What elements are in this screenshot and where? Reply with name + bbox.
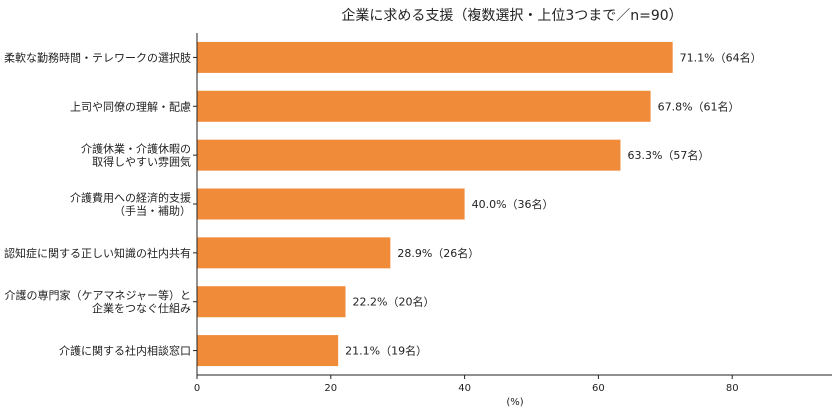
bar-2	[197, 139, 621, 171]
x-axis-label: (%)	[506, 397, 523, 408]
bar-value-label-2: 63.3%（57名）	[627, 148, 709, 162]
category-label-6: 介護に関する社内相談窓口	[59, 344, 191, 358]
x-tick-label-1: 20	[324, 383, 337, 394]
bar-1	[197, 90, 651, 122]
category-label-2: 介護休業・介護休暇の取得しやすい雰囲気	[81, 142, 191, 169]
x-tick-label-3: 60	[592, 383, 605, 394]
category-label-3: 介護費用への経済的支援（手当・補助）	[70, 191, 191, 218]
bar-value-label-5: 22.2%（20名）	[353, 295, 435, 309]
bar-value-label-3: 40.0%（36名）	[472, 197, 554, 211]
x-tick-label-4: 80	[726, 383, 739, 394]
bars-layer: 71.1%（64名） 柔軟な勤務時間・テレワークの選択肢 67.8%（61名） 上司や…	[4, 41, 762, 367]
bar-0	[197, 41, 673, 73]
bar-value-label-1: 67.8%（61名）	[658, 99, 740, 113]
bar-5	[197, 286, 346, 318]
category-label-4: 認知症に関する正しい知識の社内共有	[4, 246, 191, 260]
category-label-1: 上司や同僚の理解・配慮	[70, 99, 191, 113]
bar-4	[197, 237, 391, 269]
bar-6	[197, 335, 339, 367]
x-tick-label-2: 40	[458, 383, 471, 394]
bar-value-label-6: 21.1%（19名）	[345, 344, 427, 358]
category-label-5: 介護の専門家（ケアマネジャー等）と企業をつなぐ仕組み	[5, 288, 191, 315]
category-label-0: 柔軟な勤務時間・テレワークの選択肢	[4, 50, 191, 64]
x-axis-ticks: 0 20 40 60 80	[194, 375, 739, 394]
bar-value-label-4: 28.9%（26名）	[397, 246, 479, 260]
bar-value-label-0: 71.1%（64名）	[680, 50, 762, 64]
x-tick-label-0: 0	[194, 383, 200, 394]
chart-title: 企業に求める支援（複数選択・上位3つまで／n=90）	[341, 7, 682, 24]
bar-3	[197, 188, 465, 220]
